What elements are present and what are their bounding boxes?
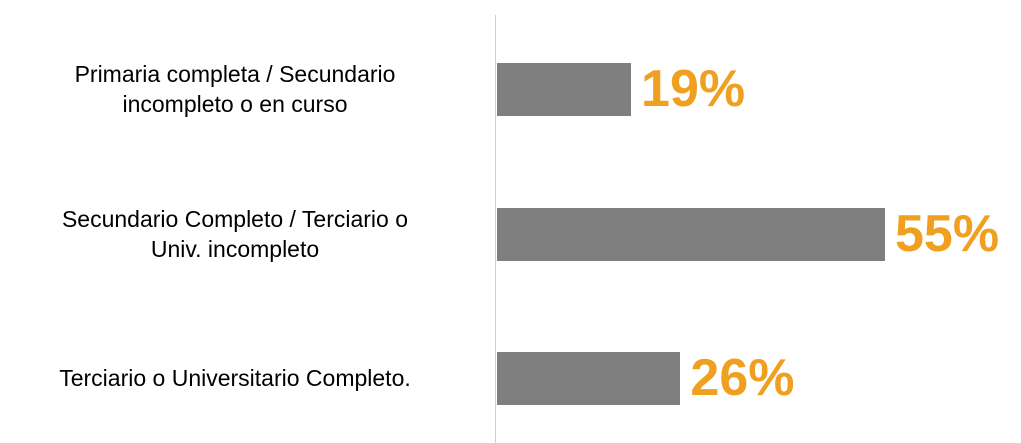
category-label: Secundario Completo / Terciario o Univ. … xyxy=(61,206,409,262)
axis-line xyxy=(495,15,496,443)
bar xyxy=(497,207,885,261)
category-label: Primaria completa / Secundario incomplet… xyxy=(74,61,396,117)
category-label: Terciario o Universitario Completo. xyxy=(59,365,411,391)
bar xyxy=(497,62,632,116)
value-label: 55% xyxy=(895,205,1000,263)
value-label: 19% xyxy=(641,60,746,118)
value-label: 26% xyxy=(690,349,795,407)
bar xyxy=(497,351,681,405)
